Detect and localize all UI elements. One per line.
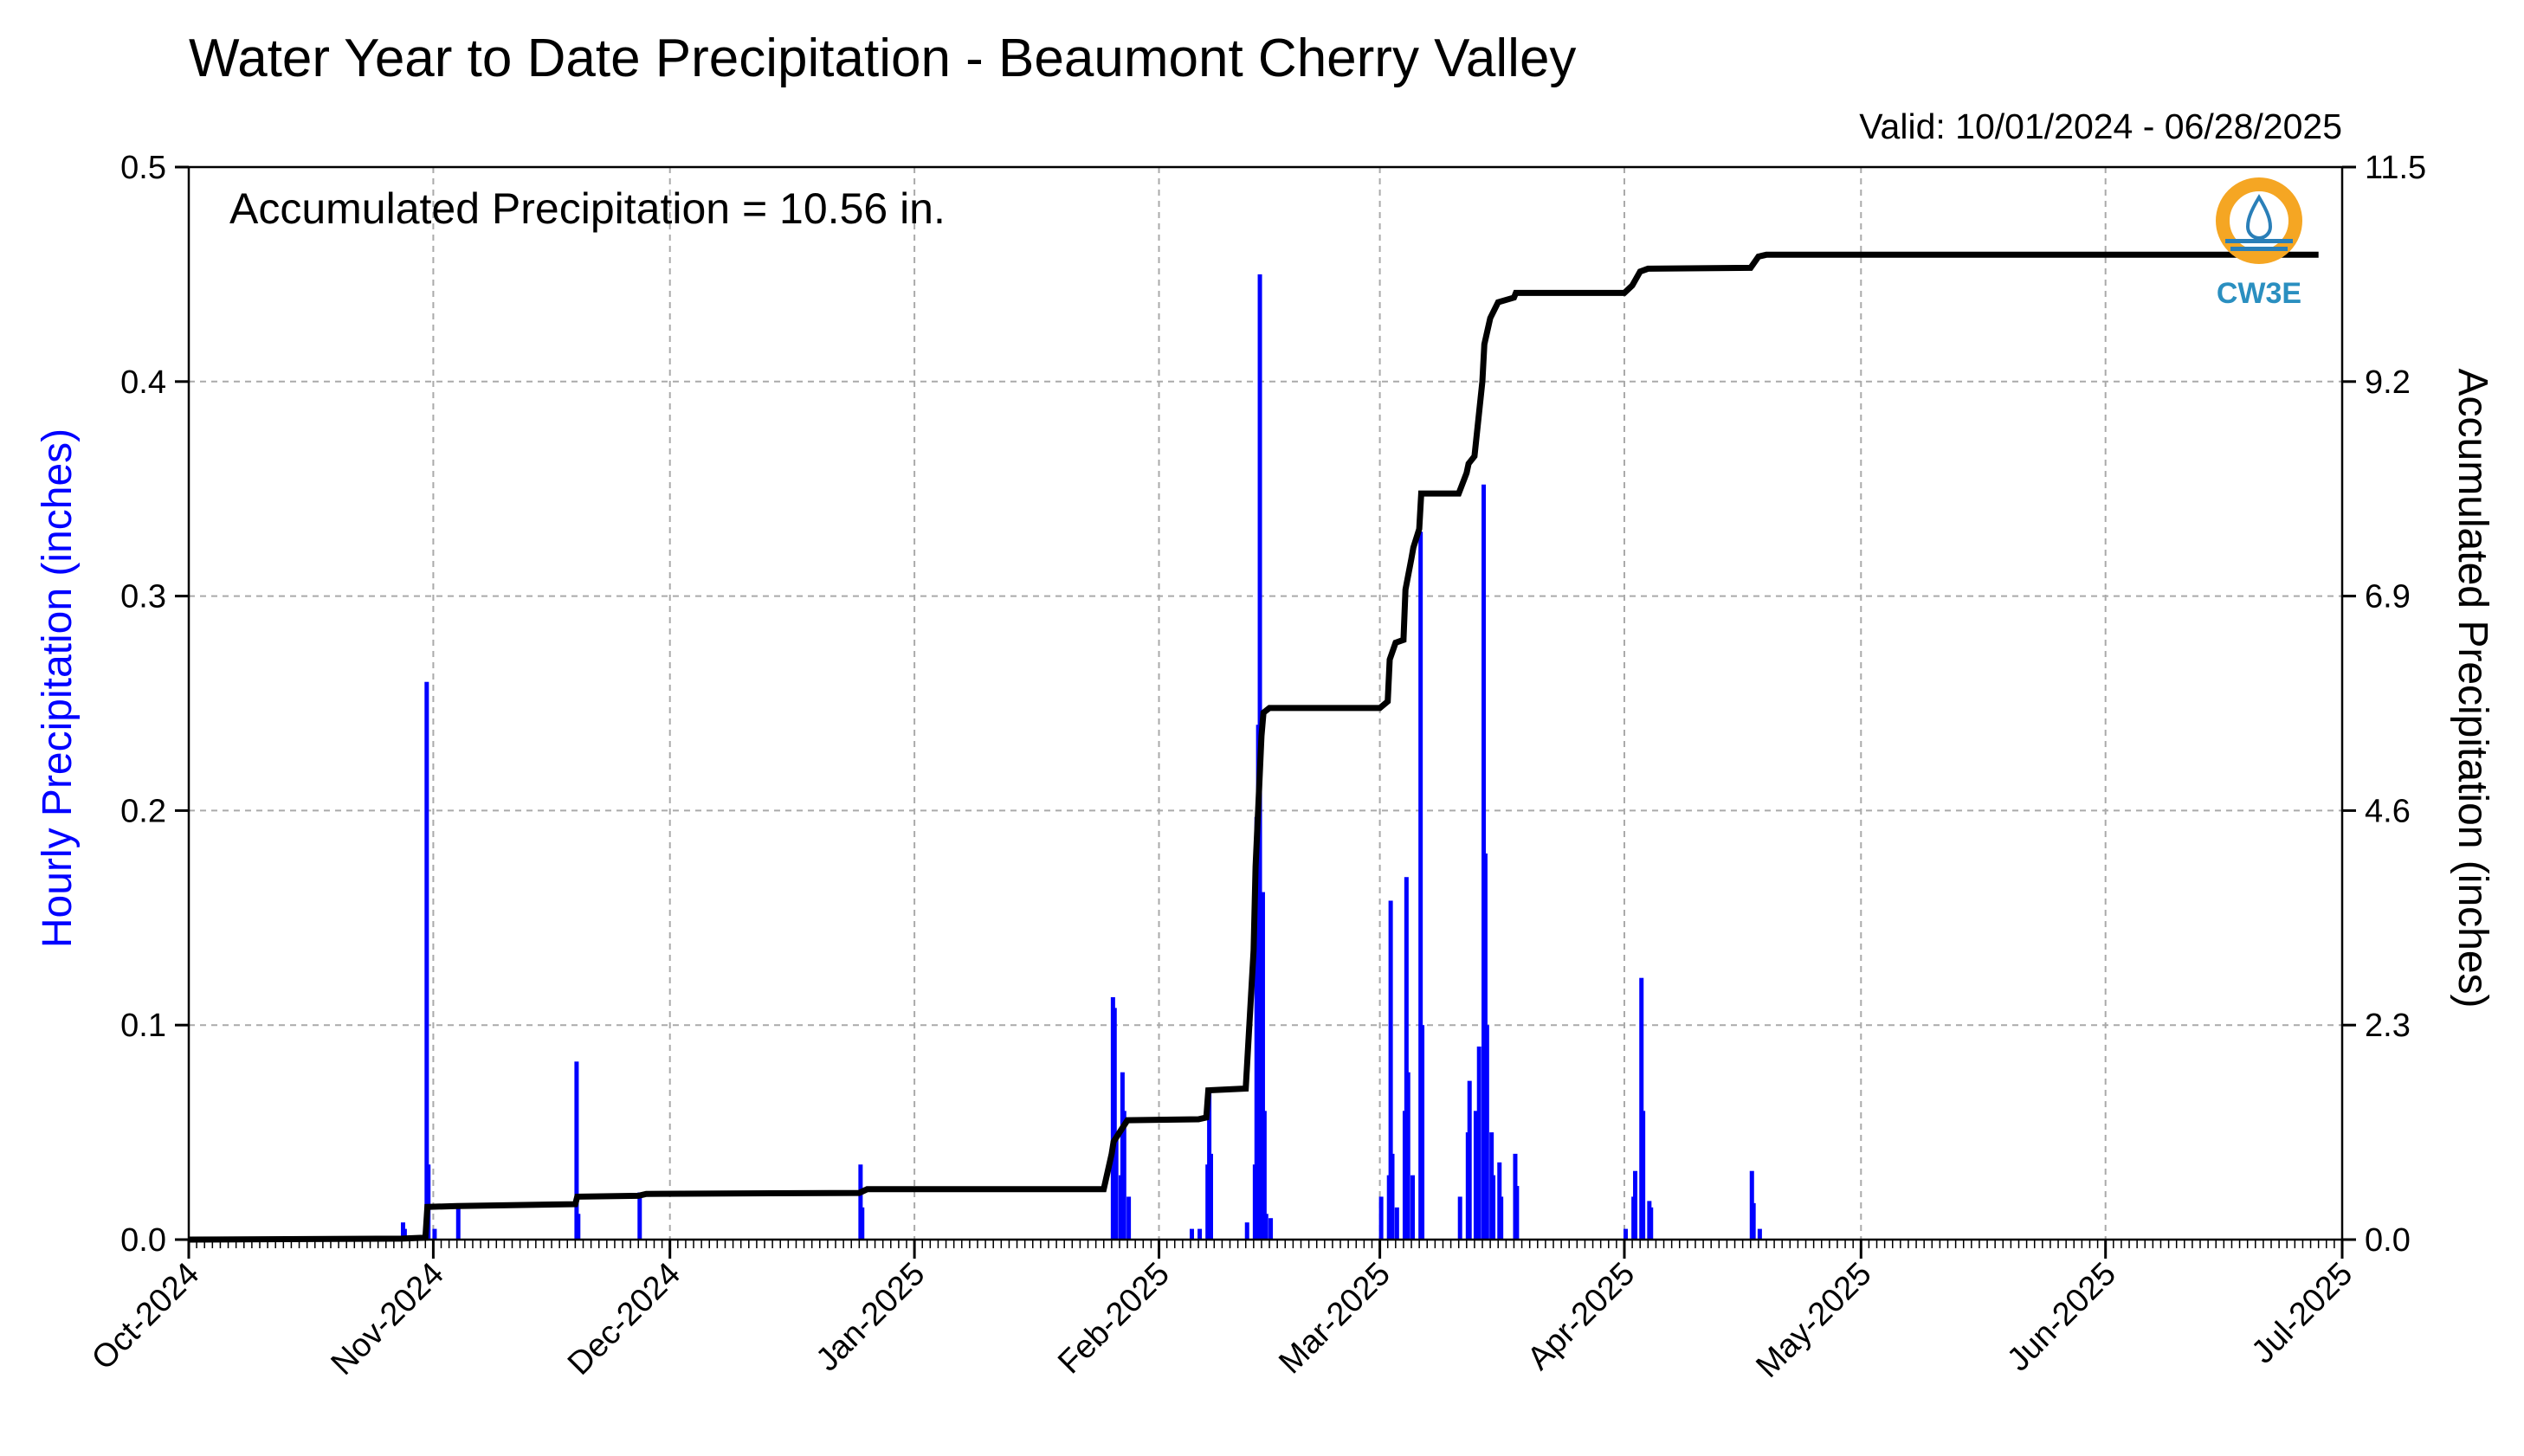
y-left-tick-label: 0.5 (120, 150, 166, 186)
logo-wave-icon (2230, 247, 2288, 251)
hourly-bar (1189, 1228, 1194, 1240)
hourly-bar (1244, 1222, 1249, 1240)
hourly-bar (1114, 1132, 1119, 1240)
logo-center (2231, 193, 2287, 248)
hourly-bar (1263, 1214, 1268, 1240)
valid-date-range: Valid: 10/01/2024 - 06/28/2025 (1859, 106, 2342, 146)
hourly-bar (1649, 1207, 1654, 1240)
hourly-bar (1633, 1170, 1638, 1240)
hourly-bar (858, 1164, 863, 1240)
y-right-tick-label: 9.2 (2365, 364, 2411, 401)
hourly-bar (426, 1164, 431, 1240)
gridlines (189, 167, 2342, 1240)
hourly-bar (1420, 1025, 1425, 1240)
hourly-bar (1484, 1025, 1489, 1240)
hourly-bar (637, 1192, 642, 1240)
y-right-tick-label: 4.6 (2365, 793, 2411, 829)
hourly-bar (432, 1228, 437, 1240)
y-right-tick-label: 2.3 (2365, 1008, 2411, 1044)
hourly-bar (1418, 532, 1423, 1240)
y-axis-label-hourly: Hourly Precipitation (inches) (35, 428, 81, 948)
logo-wave-icon (2225, 239, 2293, 243)
hourly-bar (1639, 977, 1644, 1240)
hourly-bar (1491, 1175, 1496, 1240)
hourly-bar (1121, 1111, 1126, 1240)
hourly-bar (574, 1061, 579, 1240)
hourly-bar (1410, 1175, 1416, 1240)
hourly-bar (1757, 1228, 1762, 1240)
y-left-tick-label: 0.1 (120, 1008, 166, 1044)
logo-ring-icon (2216, 177, 2302, 264)
hourly-bar (1404, 877, 1409, 1240)
accumulated-annotation: Accumulated Precipitation = 10.56 in. (229, 184, 946, 233)
hourly-bar (1388, 900, 1393, 1240)
y-left-tick-label: 0.0 (120, 1222, 166, 1259)
hourly-bar (1197, 1228, 1203, 1240)
y-axis-label-accumulated: Accumulated Precipitation (inches) (2450, 368, 2495, 1008)
hourly-bar (1751, 1202, 1756, 1240)
hourly-bar (1467, 1080, 1472, 1240)
hourly-bar (1208, 1153, 1213, 1240)
hourly-bar (1514, 1186, 1520, 1240)
chart-title: Water Year to Date Precipitation - Beaum… (189, 29, 1576, 88)
hourly-bar (576, 1214, 581, 1240)
y-left-tick-label: 0.3 (120, 579, 166, 615)
y-left-tick-label: 0.2 (120, 793, 166, 829)
cw3e-logo: CW3E (2216, 177, 2302, 310)
hourly-bar (1126, 1196, 1132, 1240)
hourly-bar (1262, 1111, 1267, 1240)
hourly-bar (402, 1228, 407, 1240)
hourly-bar (424, 681, 429, 1240)
y-left-tick-label: 0.4 (120, 364, 166, 401)
hourly-bar (1390, 1153, 1395, 1240)
hourly-bar (1499, 1196, 1504, 1240)
hourly-bar (1405, 1072, 1410, 1240)
plot-frame (187, 165, 2344, 1241)
hourly-bar (455, 1207, 461, 1240)
hourly-bar (1457, 1196, 1462, 1240)
hourly-bar (1260, 892, 1265, 1240)
y-right-tick-label: 6.9 (2365, 579, 2411, 615)
hourly-bar (1623, 1228, 1629, 1240)
logo-text: CW3E (2217, 277, 2301, 310)
hourly-bar (1394, 1207, 1399, 1240)
hourly-bar (1112, 1008, 1117, 1240)
hourly-bar (860, 1207, 865, 1240)
hourly-bar (1476, 1046, 1481, 1240)
hourly-bar (1641, 1111, 1646, 1240)
y-right-tick-label: 0.0 (2365, 1222, 2411, 1259)
accumulated-precipitation-line (188, 251, 2319, 1243)
water-drop-icon (2245, 194, 2273, 240)
y-right-tick-label: 11.5 (2365, 150, 2426, 186)
hourly-bar (1378, 1196, 1384, 1240)
hourly-bar (1268, 1218, 1274, 1240)
